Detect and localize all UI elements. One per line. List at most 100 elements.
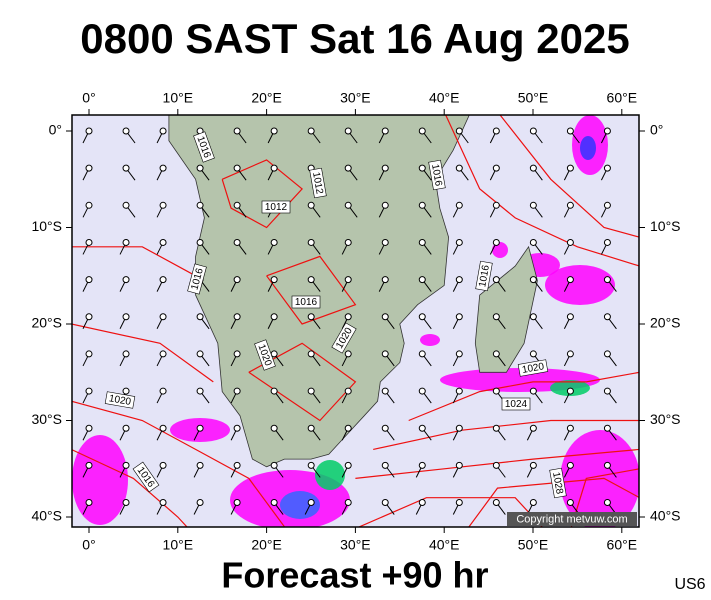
isobar-label-group: 1016 [475, 260, 493, 292]
wind-station [233, 313, 241, 321]
wind-station [529, 461, 537, 469]
wind-station [85, 238, 93, 246]
isobar-label: 1020 [521, 361, 545, 376]
wind-station [344, 387, 352, 395]
madagascar-land [474, 245, 538, 373]
wind-station [122, 127, 130, 135]
wind-station [529, 164, 537, 172]
wind-station [381, 424, 389, 432]
wind-station [344, 201, 352, 209]
wind-station [566, 387, 574, 395]
wind-station [196, 424, 204, 432]
wind-station [270, 461, 278, 469]
wind-station [159, 276, 167, 284]
wind-station [603, 238, 611, 246]
wind-station [492, 387, 500, 395]
isobar-label-group: 1016 [291, 295, 321, 309]
wind-station [492, 461, 500, 469]
precip-area [545, 265, 615, 305]
wind-station [455, 201, 463, 209]
latitude-label: 30°S [31, 411, 62, 427]
wind-station [418, 127, 426, 135]
wind-station [418, 499, 426, 507]
wind-station [307, 313, 315, 321]
wind-station [492, 424, 500, 432]
wind-station [344, 313, 352, 321]
wind-station [492, 164, 500, 172]
wind-station [566, 350, 574, 358]
isobar-label-box [132, 461, 160, 493]
wind-station [270, 127, 278, 135]
latitude-label: 0° [49, 122, 62, 138]
wind-station [122, 387, 130, 395]
longitude-label: 60°E [607, 90, 638, 106]
wind-station [455, 424, 463, 432]
wind-station [455, 313, 463, 321]
precip-area [492, 242, 508, 258]
wind-station [566, 424, 574, 432]
wind-station [270, 238, 278, 246]
wind-station [344, 276, 352, 284]
model-label: US6 [674, 576, 705, 593]
latitude-label: 10°S [650, 218, 681, 234]
wind-station [566, 201, 574, 209]
wind-station [529, 350, 537, 358]
wind-station [344, 499, 352, 507]
wind-station [159, 201, 167, 209]
wind-station [159, 164, 167, 172]
latitude-label: 40°S [31, 508, 62, 524]
wind-station [159, 313, 167, 321]
wind-station [233, 499, 241, 507]
isobar [72, 400, 285, 527]
longitude-label: 60°E [607, 537, 638, 553]
wind-station [455, 350, 463, 358]
wind-station [381, 461, 389, 469]
wind-station [381, 313, 389, 321]
wind-station [455, 164, 463, 172]
wind-station [418, 164, 426, 172]
wind-station [492, 127, 500, 135]
wind-station [196, 313, 204, 321]
copyright-box [507, 512, 637, 526]
wind-station [233, 461, 241, 469]
wind-station [233, 201, 241, 209]
wind-station [159, 461, 167, 469]
wind-station [159, 424, 167, 432]
wind-station [529, 424, 537, 432]
wind-station [159, 499, 167, 507]
wind-station [418, 350, 426, 358]
wind-station [196, 499, 204, 507]
wind-station [122, 350, 130, 358]
wind-station [233, 164, 241, 172]
wind-station [381, 276, 389, 284]
wind-station [307, 461, 315, 469]
wind-station [603, 387, 611, 395]
isobar [72, 246, 196, 277]
isobar [468, 477, 639, 527]
wind-station [233, 387, 241, 395]
isobar-label-group: 1016 [193, 131, 215, 163]
wind-station [418, 313, 426, 321]
wind-station [529, 387, 537, 395]
wind-station [381, 499, 389, 507]
isobar-label-box [291, 295, 321, 309]
wind-station [196, 201, 204, 209]
latitude-label: 20°S [31, 315, 62, 331]
isobar-label-group: 1024 [501, 397, 531, 411]
wind-station [418, 276, 426, 284]
wind-station [529, 201, 537, 209]
latitude-label: 30°S [650, 411, 681, 427]
wind-station [603, 350, 611, 358]
wind-station [122, 424, 130, 432]
wind-station [492, 276, 500, 284]
isobar [373, 419, 639, 450]
wind-station [270, 499, 278, 507]
isobar-label-group: 1020 [517, 359, 549, 377]
wind-station [381, 238, 389, 246]
wind-station [603, 499, 611, 507]
wind-station [492, 313, 500, 321]
title: 0800 SAST Sat 16 Aug 2025 [80, 15, 629, 62]
wind-station [344, 461, 352, 469]
isobar-label-box [428, 159, 446, 191]
isobar-label: 1016 [429, 163, 444, 187]
